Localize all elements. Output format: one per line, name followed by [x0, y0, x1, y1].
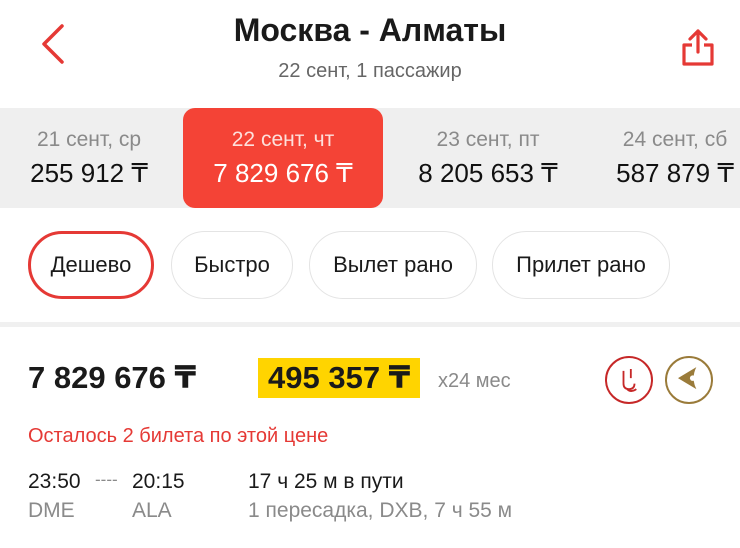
- header: Москва - Алматы 22 сент, 1 пассажир: [0, 0, 740, 108]
- date-label: 23 сент, пт: [436, 128, 540, 151]
- date-label: 21 сент, ср: [36, 128, 142, 151]
- installment-price: 495 357 ₸: [258, 358, 421, 398]
- date-option[interactable]: 24 сент, сб 587 879 ₸: [595, 108, 740, 208]
- chevron-left-icon[interactable]: [34, 22, 78, 66]
- filter-fast[interactable]: Быстро: [171, 231, 293, 299]
- date-price: 587 879 ₸: [616, 158, 734, 188]
- arrival-airport: ALA: [132, 499, 172, 522]
- date-price: 255 912 ₸: [30, 158, 148, 188]
- flight-duration: 17 ч 25 м в пути: [248, 470, 404, 493]
- route-dash: ----: [95, 470, 118, 489]
- filter-early-departure[interactable]: Вылет рано: [309, 231, 477, 299]
- divider: [0, 322, 740, 327]
- installment-term: x24 мес: [438, 370, 511, 392]
- date-option[interactable]: 23 сент, пт 8 205 653 ₸: [388, 108, 588, 208]
- departure-airport: DME: [28, 499, 75, 522]
- page-title: Москва - Алматы: [233, 12, 507, 48]
- air-astana-logo: [665, 356, 713, 404]
- arrival-time: 20:15: [132, 470, 185, 493]
- page-subtitle: 22 сент, 1 пассажир: [278, 60, 462, 82]
- ticket-price: 7 829 676 ₸: [28, 360, 197, 395]
- filter-early-arrival[interactable]: Прилет рано: [492, 231, 670, 299]
- stops-info: 1 пересадка, DXB, 7 ч 55 м: [248, 499, 513, 522]
- date-price: 7 829 676 ₸: [213, 158, 353, 188]
- share-icon[interactable]: [680, 28, 716, 68]
- date-selector: 21 сент, ср 255 912 ₸ 22 сент, чт 7 829 67…: [0, 108, 740, 208]
- emirates-logo: [605, 356, 653, 404]
- date-label: 24 сент, сб: [622, 128, 728, 151]
- date-option[interactable]: 21 сент, ср 255 912 ₸: [0, 108, 178, 208]
- filter-cheap[interactable]: Дешево: [28, 231, 154, 299]
- date-label: 22 сент, чт: [231, 128, 335, 151]
- date-option-selected[interactable]: 22 сент, чт 7 829 676 ₸: [183, 108, 383, 208]
- departure-time: 23:50: [28, 470, 81, 493]
- seats-left-notice: Осталось 2 билета по этой цене: [28, 425, 329, 447]
- date-price: 8 205 653 ₸: [418, 158, 558, 188]
